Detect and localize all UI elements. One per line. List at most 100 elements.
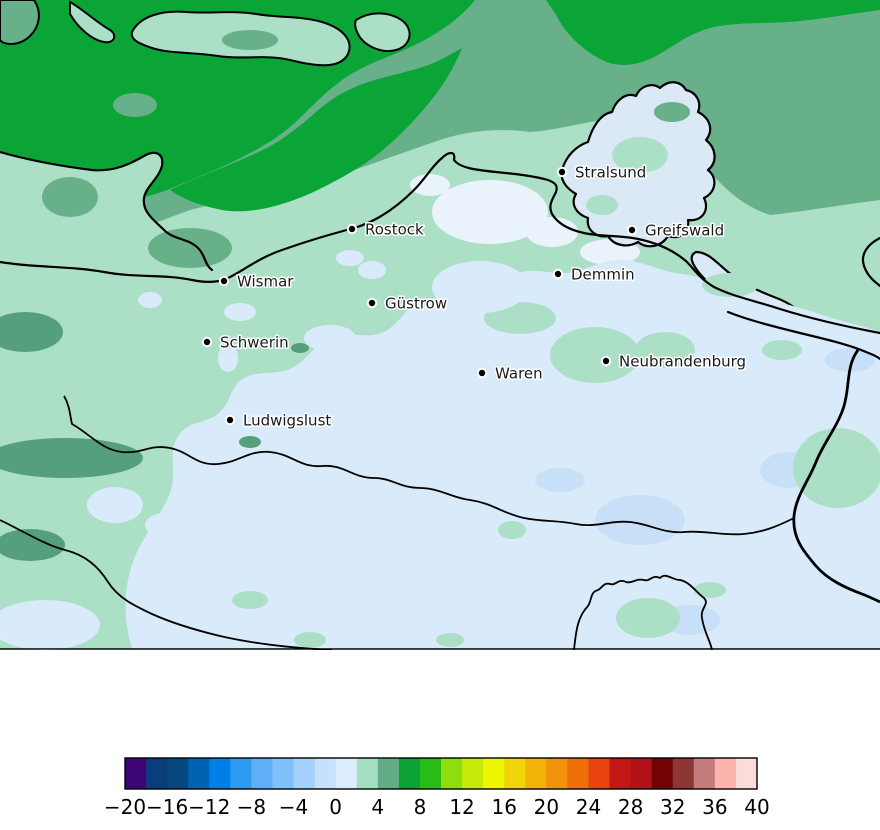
land-colder-patch [535, 468, 585, 492]
coastline [861, 236, 880, 288]
colorbar-cell [293, 758, 316, 789]
lagoon-region [526, 217, 578, 247]
city-label: Ludwigslust [243, 412, 331, 430]
city-dot [218, 275, 230, 287]
land-mild-patch [42, 177, 98, 217]
land-cold-patch [224, 303, 256, 321]
city-dot [346, 223, 358, 235]
colorbar-cell [567, 758, 589, 789]
colorbar-tick-label: −4 [279, 795, 308, 819]
colorbar-cell [525, 758, 547, 789]
colorbar-tick-label: 8 [414, 795, 427, 819]
state-border [63, 395, 795, 536]
colorbar-cell [146, 758, 168, 789]
lagoon-region [410, 174, 450, 196]
colorbar-cell [398, 758, 421, 789]
land-cool-patch [232, 591, 268, 609]
land-cold-patch [145, 513, 185, 537]
city-label: Güstrow [385, 295, 447, 313]
weather-map: Stralsund Greifswald Rostock Wismar Demmin Gü… [0, 0, 880, 650]
ruegen-mild-patch [654, 102, 690, 122]
city-label: Wismar [237, 273, 294, 291]
colorbar-tick-label: 12 [449, 795, 474, 819]
colorbar-cell [335, 758, 358, 789]
national-border [792, 349, 880, 604]
city-label: Greifswald [645, 222, 724, 240]
island-outline [354, 12, 411, 52]
land-colder-patch [825, 348, 875, 372]
land-mild-patch [291, 343, 309, 353]
sea-warm-region [170, 48, 462, 212]
colorbar-tick-label: 40 [744, 795, 769, 819]
land-cold-patch [358, 261, 386, 279]
colorbar-cell [483, 758, 505, 789]
colorbar-tick-label: 28 [618, 795, 643, 819]
colorbar-cell [230, 758, 252, 789]
colorbar-cell [693, 758, 716, 789]
city-label: Stralsund [575, 164, 646, 182]
sea-warm-region [0, 0, 475, 202]
colorbar-cell [167, 758, 189, 789]
land-cool-patch [762, 340, 802, 360]
land-cold-patch [304, 325, 356, 351]
colorbar-tick-label: −20 [104, 795, 146, 819]
land-cold-patch [407, 335, 443, 355]
city-dot [626, 224, 638, 236]
colorbar-cell [209, 758, 231, 789]
ruegen-mint-patch [586, 195, 618, 215]
colorbar-cell [125, 758, 147, 789]
colorbar-cell [419, 758, 442, 789]
city-marker-greifswald: Greifswald [626, 220, 726, 241]
land-cold-patch [87, 487, 143, 523]
colorbar-cell [735, 758, 758, 789]
city-marker-demmin: Demmin [552, 264, 636, 285]
land-cool-patch [635, 332, 695, 368]
land-cold-patch [0, 600, 100, 650]
city-marker-ludwigslust: Ludwigslust [224, 410, 333, 431]
colorbar-tick-label: 32 [660, 795, 685, 819]
colorbar-tick-labels: −20 −16 −12 −8 −4 0 4 8 12 16 20 24 28 32 36 40 [104, 795, 770, 819]
colorbar-tick-label: 20 [534, 795, 559, 819]
sea-warm-region [470, 0, 880, 65]
temperature-colorbar: −20 −16 −12 −8 −4 0 4 8 12 16 20 24 28 32 36 40 [104, 757, 770, 819]
city-marker-güstrow: Güstrow [366, 293, 449, 314]
colorbar-cell [377, 758, 400, 789]
colorbar-cell [441, 758, 463, 789]
land-cool-patch [550, 327, 640, 383]
colorbar-cell [546, 758, 568, 789]
colorbar-tick-label: 4 [371, 795, 384, 819]
land-mild-patch [0, 529, 65, 561]
city-label: Demmin [571, 266, 635, 284]
sea-mild-patch [113, 93, 157, 117]
coastline [0, 151, 880, 335]
colorbar-cell [462, 758, 484, 789]
colorbar-tick-label: 24 [576, 795, 601, 819]
colorbar-tick-label: −8 [237, 795, 266, 819]
city-marker-rostock: Rostock [346, 219, 426, 240]
land-cold-patch [218, 344, 238, 372]
city-marker-stralsund: Stralsund [556, 162, 648, 183]
land-mild-patch [0, 312, 63, 352]
city-label: Schwerin [220, 334, 289, 352]
city-marker-schwerin: Schwerin [201, 332, 290, 353]
colorbar-tick-label: 0 [329, 795, 342, 819]
land-cold-patch [138, 292, 162, 308]
lagoon-region [432, 180, 548, 244]
land-colder-patch [595, 495, 685, 545]
bay-mild-patch [148, 228, 232, 268]
city-dot [600, 355, 612, 367]
city-dot [201, 336, 213, 348]
coastline [0, 150, 214, 272]
colorbar-cell [272, 758, 295, 789]
land-cool-patch [616, 598, 680, 638]
land-cool-patch [294, 632, 326, 648]
land-cool-patch [498, 521, 526, 539]
colorbar-cell [588, 758, 611, 789]
sea-mild-patch [222, 30, 278, 50]
city-dot [556, 166, 568, 178]
colorbar-cell [672, 758, 695, 789]
city-label: Neubrandenburg [619, 353, 746, 371]
colorbar-tick-label: 36 [702, 795, 727, 819]
cities-layer: Stralsund Greifswald Rostock Wismar Demmin Gü… [201, 162, 748, 431]
island-outline [69, 0, 116, 44]
